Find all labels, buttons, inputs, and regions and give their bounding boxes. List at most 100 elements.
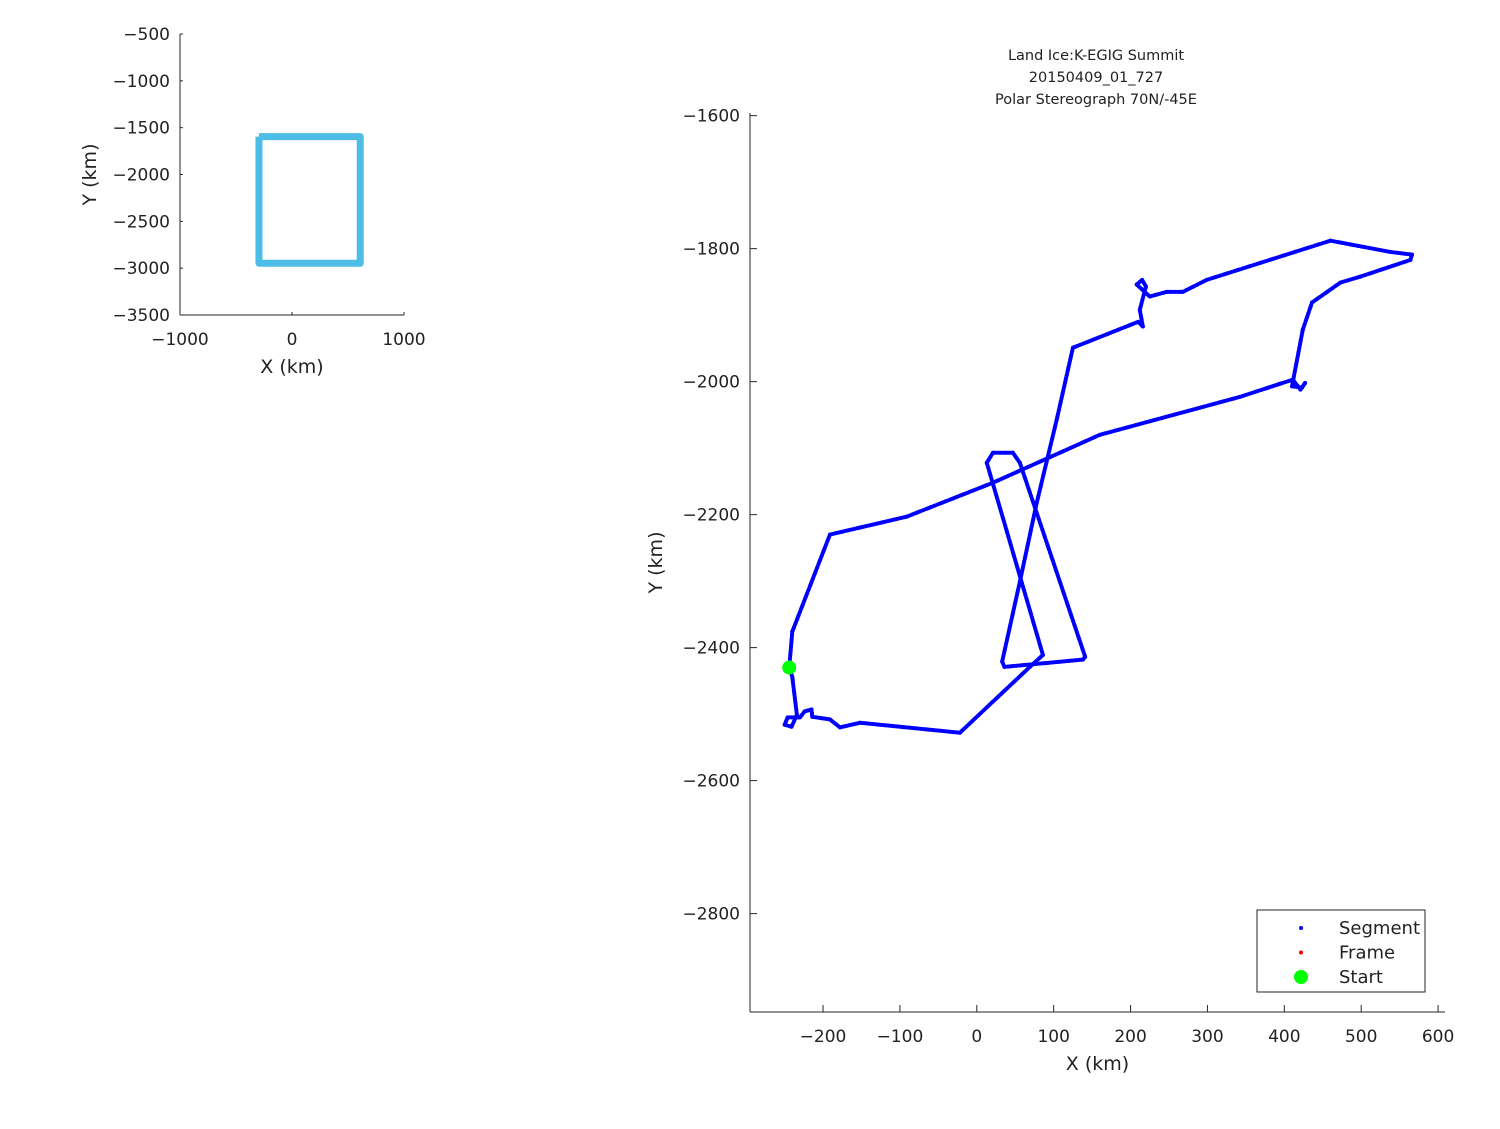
segment-point [1303, 380, 1308, 385]
x-tick-label: 300 [1191, 1027, 1223, 1047]
start-marker [782, 660, 797, 675]
segment-point [1328, 238, 1333, 243]
segment-point [790, 629, 795, 634]
y-tick-label: −500 [123, 25, 170, 45]
main-axes: Land Ice:K-EGIG Summit 20150409_01_727 P… [645, 48, 1454, 1075]
x-tick-label: −200 [800, 1027, 847, 1047]
y-tick-label: −2400 [682, 639, 740, 659]
y-tick-label: −1500 [112, 119, 170, 139]
segment-point [1290, 384, 1295, 389]
legend-label: Frame [1339, 943, 1395, 964]
segment-point [990, 450, 995, 455]
x-tick-label: 500 [1345, 1027, 1377, 1047]
segment-point [957, 730, 962, 735]
segment-point [1408, 257, 1413, 262]
y-tick-label: −2800 [682, 905, 740, 925]
segment-point [1054, 417, 1059, 422]
segment-track [782, 238, 1414, 735]
y-tick-label: −2600 [682, 772, 740, 792]
segment-point [1204, 277, 1209, 282]
x-tick-label: 600 [1422, 1027, 1454, 1047]
legend-box [1256, 909, 1426, 993]
segment-point [1309, 300, 1314, 305]
segment-point [790, 674, 795, 679]
x-tick-label: 200 [1114, 1027, 1146, 1047]
y-tick-label: −2500 [112, 212, 170, 232]
y-tick-label: −2000 [682, 373, 740, 393]
y-tick-label: −2000 [112, 166, 170, 186]
x-tick-label: 400 [1268, 1027, 1300, 1047]
segment-point [789, 724, 794, 729]
segment-point [837, 725, 842, 730]
x-tick-label: 0 [287, 330, 298, 350]
y-tick-label: −3000 [112, 259, 170, 279]
segment-point [809, 707, 814, 712]
segment-point [1147, 294, 1152, 299]
segment-point [1164, 289, 1169, 294]
segment-point [785, 715, 790, 720]
segment-point [827, 532, 832, 537]
segment-point [1409, 252, 1414, 257]
segment-point [827, 717, 832, 722]
segment-point [1180, 289, 1185, 294]
x-tick-label: −100 [877, 1027, 924, 1047]
chart-title-line-1: Land Ice:K-EGIG Summit [1008, 48, 1184, 64]
x-tick-label: 0 [971, 1027, 982, 1047]
segment-point [1300, 327, 1305, 332]
y-axis-label: Y (km) [79, 144, 101, 207]
segment-point [1034, 500, 1039, 505]
segment-point [1027, 664, 1032, 669]
y-tick-label: −1000 [112, 72, 170, 92]
x-axis-label: X (km) [1066, 1053, 1129, 1075]
segment-point [797, 715, 802, 720]
segment-point [1083, 654, 1088, 659]
legend-label: Segment [1339, 918, 1420, 939]
segment-point [1140, 277, 1145, 282]
x-axis-label: X (km) [260, 356, 323, 378]
segment-point [1017, 579, 1022, 584]
legend-marker-segment [1299, 926, 1303, 930]
segment-point [1237, 394, 1242, 399]
overview-axes: −1000 0 1000 −500 −1000 −1500 −2000 −2500 −3000 −… [79, 25, 426, 378]
segment-point [1300, 385, 1305, 390]
x-tick-label: 1000 [382, 330, 425, 350]
y-tick-label: −1600 [682, 107, 740, 127]
segment-point [1140, 324, 1145, 329]
segment-point [810, 714, 815, 719]
segment-point [1143, 284, 1148, 289]
segment-point [1040, 652, 1045, 657]
segment-point [802, 709, 807, 714]
segment-point [1136, 319, 1141, 324]
segment-point [1000, 659, 1005, 664]
segment-point [1137, 307, 1142, 312]
chart-title-line-2: 20150409_01_727 [1029, 70, 1163, 86]
segment-point [1338, 280, 1343, 285]
segment-point [1388, 249, 1393, 254]
legend-label: Start [1339, 967, 1383, 988]
segment-point [1002, 664, 1007, 669]
coverage-rectangle [255, 133, 364, 267]
segment-point [1134, 282, 1139, 287]
segment-point [904, 514, 909, 519]
segment-point [1097, 432, 1102, 437]
x-tick-label: 100 [1037, 1027, 1069, 1047]
segment-point [1080, 657, 1085, 662]
segment-point [984, 460, 989, 465]
segment-point [794, 712, 799, 717]
y-tick-label: −3500 [112, 306, 170, 326]
y-tick-label: −1800 [682, 240, 740, 260]
segment-point [1017, 460, 1022, 465]
legend-marker-start [1294, 970, 1308, 984]
segment-point [1358, 274, 1363, 279]
segment-point [1010, 450, 1015, 455]
segment-point [857, 720, 862, 725]
legend: Segment Frame Start [1256, 909, 1426, 993]
segment-point [1290, 377, 1295, 382]
y-axis-label: Y (km) [645, 532, 667, 595]
segment-point [990, 480, 995, 485]
x-tick-label: −1000 [151, 330, 209, 350]
y-tick-label: −2200 [682, 506, 740, 526]
legend-marker-frame [1299, 950, 1303, 955]
segment-point [782, 722, 787, 727]
